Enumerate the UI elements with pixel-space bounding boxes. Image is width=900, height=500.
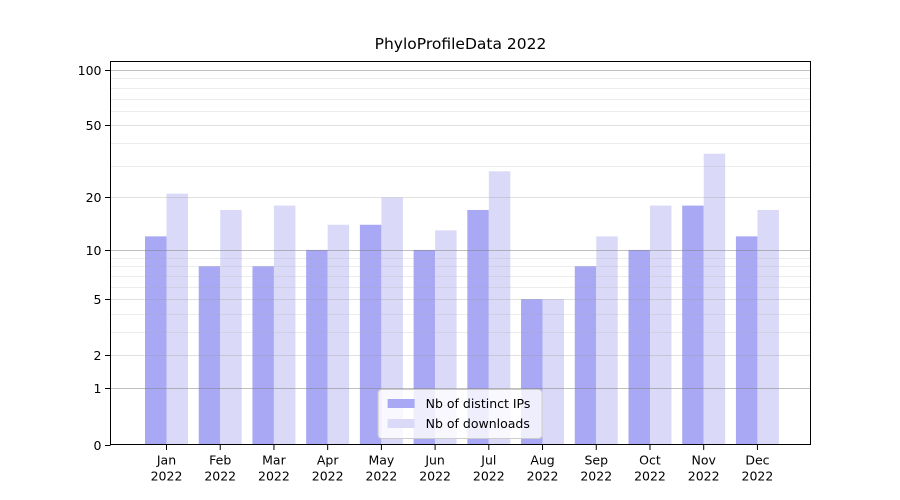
bar — [703, 153, 726, 445]
x-tick-label-month: Nov — [691, 453, 716, 468]
x-tick-label-month: May — [368, 453, 394, 468]
bar — [381, 197, 403, 445]
y-tick-label: 2 — [94, 348, 102, 363]
bar — [682, 205, 704, 445]
bar — [488, 171, 511, 445]
legend-swatch-distinct-ips — [387, 399, 415, 408]
bar — [306, 249, 328, 445]
bar — [649, 205, 672, 445]
bar — [467, 209, 489, 445]
bar — [327, 224, 350, 445]
x-tick-label-year: 2022 — [419, 469, 451, 484]
x-tick-label-month: Feb — [209, 453, 231, 468]
bar — [359, 224, 382, 445]
legend: Nb of distinct IPs Nb of downloads — [377, 389, 543, 439]
axis-ticks — [105, 70, 758, 450]
y-tick-label: 20 — [86, 190, 102, 205]
x-tick-label-month: Aug — [530, 453, 554, 468]
x-tick-label-year: 2022 — [151, 469, 183, 484]
x-tick-label-year: 2022 — [312, 469, 344, 484]
bar — [220, 209, 242, 445]
x-tick-label-month: Mar — [262, 453, 286, 468]
bar — [735, 236, 758, 445]
legend-label-distinct-ips: Nb of distinct IPs — [425, 396, 531, 411]
legend-swatch-downloads — [387, 419, 415, 428]
x-tick-label-month: Oct — [639, 453, 661, 468]
bar — [166, 193, 188, 445]
y-tick-label: 10 — [86, 243, 102, 258]
axis-labels: 0125102050100Jan2022Feb2022Mar2022Apr202… — [78, 63, 774, 484]
x-tick-label-year: 2022 — [742, 469, 774, 484]
x-tick-label-month: Jul — [480, 453, 496, 468]
x-tick-label-month: Apr — [317, 453, 339, 468]
x-tick-label-month: Jun — [424, 453, 445, 468]
x-tick-label-month: Sep — [584, 453, 608, 468]
x-tick-label-year: 2022 — [688, 469, 720, 484]
bar — [596, 236, 618, 445]
legend-label-downloads: Nb of downloads — [425, 416, 530, 431]
plot-frame — [110, 61, 811, 445]
chart-title: PhyloProfileData 2022 — [374, 35, 547, 53]
x-tick-label-year: 2022 — [527, 469, 559, 484]
y-tick-label: 0 — [94, 438, 102, 453]
y-tick-label: 50 — [86, 118, 102, 133]
bar — [574, 266, 597, 445]
bar — [198, 266, 221, 445]
bar — [542, 299, 565, 445]
x-tick-label-year: 2022 — [634, 469, 666, 484]
x-tick-label-year: 2022 — [204, 469, 236, 484]
legend-item-distinct-ips: Nb of distinct IPs — [387, 395, 531, 412]
x-tick-label-year: 2022 — [580, 469, 612, 484]
bar — [757, 209, 779, 445]
y-tick-label: 1 — [94, 381, 102, 396]
bar — [273, 205, 296, 445]
x-tick-label-month: Jan — [156, 453, 176, 468]
bar — [252, 266, 274, 445]
y-tick-label: 100 — [78, 63, 102, 78]
x-tick-label-year: 2022 — [258, 469, 290, 484]
bar — [145, 236, 167, 445]
x-tick-label-year: 2022 — [365, 469, 397, 484]
bar — [628, 249, 650, 445]
x-tick-label-year: 2022 — [473, 469, 505, 484]
x-tick-label-month: Dec — [745, 453, 769, 468]
bars-downloads — [166, 153, 779, 445]
legend-item-downloads: Nb of downloads — [387, 415, 531, 432]
gridlines — [110, 70, 811, 389]
y-tick-label: 5 — [94, 292, 102, 307]
